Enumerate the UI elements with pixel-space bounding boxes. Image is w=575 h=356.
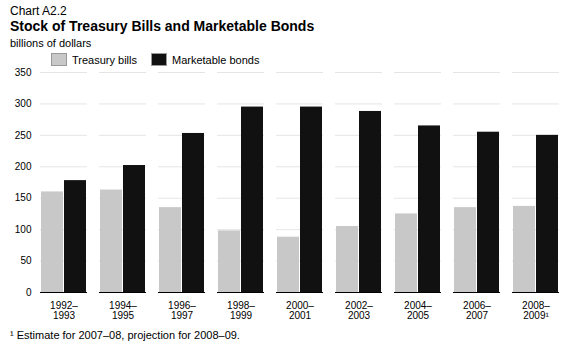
svg-text:50: 50: [20, 255, 32, 266]
svg-text:1996–1997: 1996–1997: [168, 300, 196, 321]
svg-text:0: 0: [26, 287, 32, 298]
svg-text:2008–2009¹: 2008–2009¹: [522, 300, 550, 321]
svg-text:1992–1993: 1992–1993: [50, 300, 78, 321]
html-text:billions of dollars: billions of dollars: [10, 37, 92, 49]
svg-text:2002–2003: 2002–2003: [345, 300, 373, 321]
svg-text:1998–1999: 1998–1999: [227, 300, 255, 321]
html-text:¹ Estimate for 2007–08, projec: ¹ Estimate for 2007–08, projection for 2…: [10, 329, 240, 341]
svg-text:150: 150: [15, 192, 32, 203]
svg-text:300: 300: [15, 98, 32, 109]
svg-text:1994–1995: 1994–1995: [109, 300, 137, 321]
svg-text:350: 350: [15, 67, 32, 78]
html-text:Chart A2.2: Chart A2.2: [10, 4, 67, 18]
html-text:Treasury bills: Treasury bills: [72, 53, 137, 66]
html-text:Marketable bonds: Marketable bonds: [172, 53, 260, 66]
svg-text:2000–2001: 2000–2001: [286, 300, 314, 321]
svg-text:2006–2007: 2006–2007: [463, 300, 491, 321]
svg-text:100: 100: [15, 224, 32, 235]
svg-text:250: 250: [15, 130, 32, 141]
svg-text:200: 200: [15, 161, 32, 172]
svg-text:2004–2005: 2004–2005: [404, 300, 432, 321]
html-text:Stock of Treasury Bills and Ma: Stock of Treasury Bills and Marketable B…: [10, 18, 315, 34]
